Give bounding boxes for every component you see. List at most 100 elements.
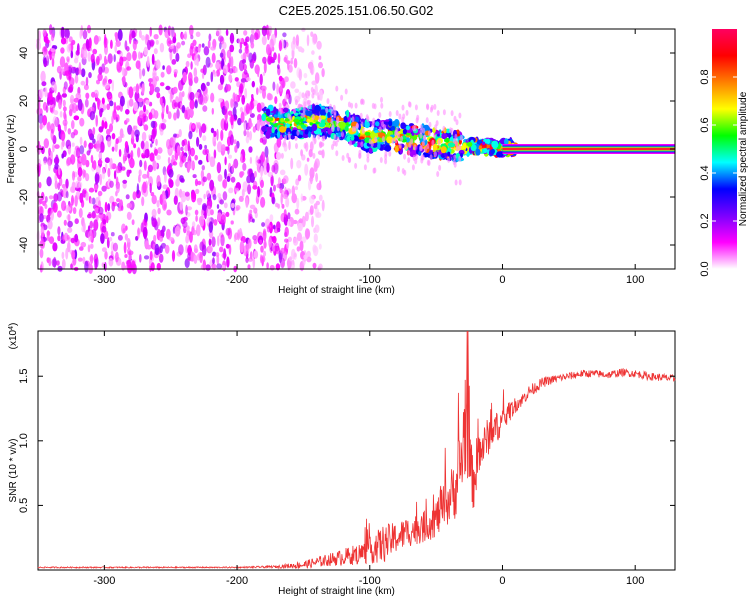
- spectrogram-cell: [455, 145, 459, 152]
- chart-title: C2E5.2025.151.06.50.G02: [278, 3, 434, 18]
- spectrogram-cell: [306, 34, 310, 47]
- spectrogram-cell: [186, 206, 193, 211]
- spectrogram-cell: [402, 113, 406, 120]
- spectrogram-cell: [173, 133, 177, 138]
- spectrogram-cell: [447, 142, 456, 148]
- spectrogram-cell: [262, 136, 267, 145]
- spectrogram-cell: [303, 72, 308, 79]
- spectrogram-cell: [78, 208, 83, 218]
- spectrogram-cell: [269, 38, 275, 51]
- spectrogram-cell: [143, 219, 147, 227]
- spectrogram-cell: [219, 42, 222, 50]
- spectrogram-cell: [309, 167, 315, 179]
- spectrogram-cell: [43, 138, 49, 149]
- spectrogram-cell: [92, 138, 96, 144]
- spectrogram-cell: [216, 128, 219, 141]
- spectrogram-cell: [238, 227, 243, 240]
- snr-x-tick-label: 100: [626, 575, 644, 587]
- spectrogram-cell: [124, 145, 130, 158]
- spectrogram-cell: [106, 103, 111, 111]
- spectrogram-cell: [149, 152, 155, 162]
- spectrogram-cell: [312, 89, 316, 95]
- spectrogram-cell: [212, 257, 215, 265]
- spectrogram-cell: [181, 105, 186, 114]
- spectrogram-cell: [172, 161, 178, 166]
- spectrogram-cell: [368, 147, 373, 154]
- spectrogram-cell: [52, 242, 58, 252]
- spectrogram-cell: [334, 140, 338, 147]
- spectrogram-cell: [107, 136, 112, 148]
- spectrogram-cell: [130, 150, 134, 160]
- spectrogram-cell: [41, 191, 45, 201]
- spectrogram-cell: [164, 244, 170, 254]
- spectrogram-cell: [263, 239, 267, 249]
- spectrogram-cell: [219, 199, 224, 205]
- spectrogram-cell: [211, 52, 216, 64]
- spectrogram-cell: [230, 202, 235, 209]
- spectrogram-cell: [229, 134, 234, 146]
- spectrogram-cell: [67, 128, 72, 135]
- spectrogram-cell: [59, 56, 66, 68]
- spectrogram-cell: [313, 203, 318, 210]
- spectrogram-cell: [447, 156, 451, 163]
- spectrogram-cell: [57, 182, 61, 190]
- spectrogram-cell: [423, 146, 427, 153]
- spectrogram-cell: [336, 116, 340, 123]
- spectrogram-cell: [283, 209, 287, 218]
- spectrogram-cell: [243, 30, 248, 36]
- spectrogram-cell: [281, 203, 285, 209]
- spectrogram-cell: [63, 106, 67, 112]
- spectrogram-cell: [273, 228, 279, 234]
- spectrogram-cell: [341, 155, 345, 161]
- spectrogram-cell: [354, 162, 358, 169]
- spectrogram-cell: [418, 150, 422, 156]
- spectrogram-cell: [284, 76, 289, 83]
- spectrogram-cell: [74, 233, 79, 243]
- spectrogram-cell: [252, 51, 257, 62]
- spectrogram-cell: [171, 154, 175, 161]
- snr-y-tick-label: 1.0: [18, 433, 30, 448]
- spectrogram-cell: [249, 209, 253, 214]
- spectrogram-cell: [65, 248, 69, 260]
- spectrogram-cell: [312, 244, 317, 253]
- spectrogram-cell: [240, 78, 247, 83]
- spectrogram-cell: [153, 48, 158, 55]
- spectrogram-cell: [196, 57, 199, 67]
- spectrogram-cell: [371, 121, 375, 128]
- spectrogram-cell: [147, 39, 151, 51]
- spectrogram-cell: [314, 72, 320, 84]
- spectrogram-cell: [429, 106, 433, 113]
- spectrogram-cell: [455, 119, 459, 126]
- spectrogram-cell: [340, 131, 344, 138]
- spectrogram-cell: [239, 106, 243, 113]
- spectrogram-cell: [133, 143, 137, 149]
- spectrogram-cell: [243, 129, 247, 137]
- spectrogram-cell: [105, 215, 109, 224]
- spectrogram-cell: [290, 57, 294, 65]
- spectrogram-cell: [248, 122, 253, 128]
- spectrogram-cell: [400, 135, 404, 142]
- spectrogram-cell: [217, 83, 223, 91]
- spectrogram-cell: [126, 211, 132, 221]
- spectrogram-cell: [433, 151, 437, 158]
- spectrogram-cell: [148, 176, 154, 187]
- spectrogram-cell: [232, 106, 237, 117]
- spectrogram-cell: [252, 126, 257, 133]
- spectrogram-cell: [261, 108, 267, 112]
- spectrogram-cell: [170, 26, 175, 38]
- spectrogram-cell: [272, 81, 276, 91]
- snr-x-tick-label: -200: [226, 575, 248, 587]
- spectrogram-cell: [312, 262, 317, 269]
- spectrogram-cell: [245, 36, 250, 43]
- spectrogram-cell: [73, 97, 80, 103]
- spectrogram-cell: [66, 43, 72, 53]
- spectrogram-cell: [454, 133, 458, 140]
- spectrogram-cell: [85, 76, 89, 86]
- spectrogram-cell: [504, 138, 509, 146]
- spectrogram-cell: [95, 165, 101, 175]
- spectrogram-cell: [249, 130, 252, 141]
- spectrogram-cell: [116, 105, 121, 111]
- spectrogram-cell: [138, 174, 141, 183]
- spectrogram-cell: [139, 159, 143, 168]
